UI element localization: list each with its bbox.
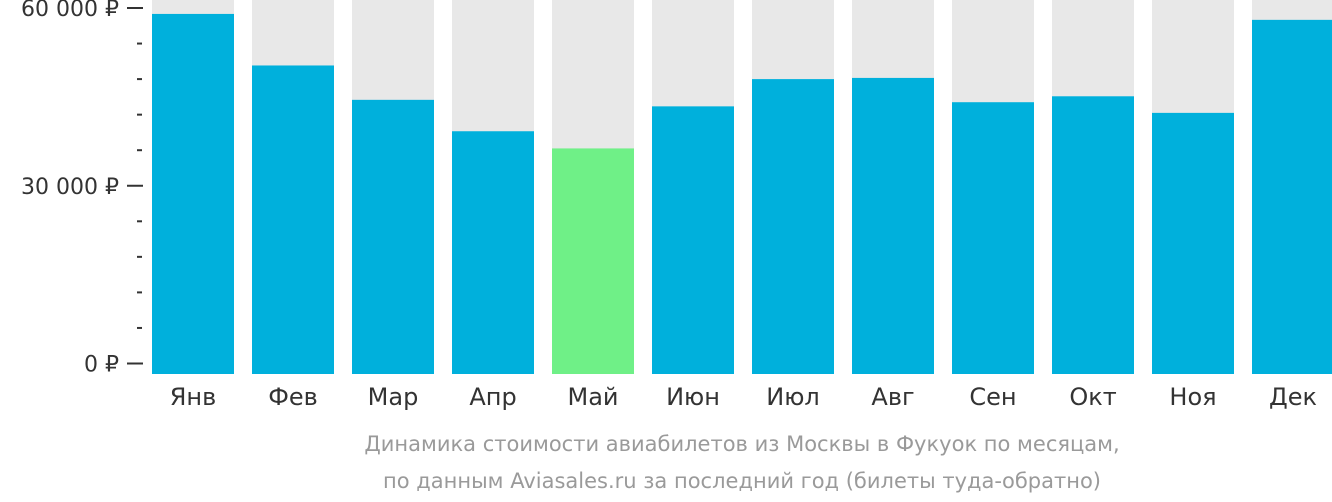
x-tick-label-10: Окт (1069, 383, 1116, 411)
x-tick-label-2: Фев (268, 383, 318, 411)
bar-3[interactable] (352, 99, 434, 375)
bar-12[interactable] (1252, 19, 1332, 374)
bar-11[interactable] (1152, 112, 1234, 374)
x-tick-label-11: Ноя (1169, 383, 1216, 411)
x-tick-label-5: Май (567, 383, 618, 411)
bar-9[interactable] (952, 102, 1034, 375)
bar-4[interactable] (452, 131, 534, 374)
y-tick-label-3: 60 000 ₽ (21, 0, 119, 22)
x-tick-label-7: Июл (766, 383, 820, 411)
y-tick-label-1: 0 ₽ (84, 353, 119, 378)
data-bars (152, 13, 1332, 375)
chart-caption-line-1: Динамика стоимости авиабилетов из Москвы… (364, 432, 1119, 456)
y-tick-label-2: 30 000 ₽ (21, 175, 119, 200)
bar-5[interactable] (552, 148, 634, 374)
bar-8[interactable] (852, 77, 934, 374)
x-tick-label-12: Дек (1269, 383, 1317, 411)
bar-10[interactable] (1052, 96, 1134, 374)
x-tick-label-6: Июн (666, 383, 720, 411)
y-axis: 0 ₽ 30 000 ₽ 60 000 ₽ (21, 0, 143, 378)
bar-2[interactable] (252, 65, 334, 374)
bar-7[interactable] (752, 79, 834, 374)
bar-1[interactable] (152, 13, 234, 375)
x-tick-label-3: Мар (368, 383, 419, 411)
bar-6[interactable] (652, 106, 734, 374)
chart-caption-line-2: по данным Aviasales.ru за последний год … (383, 469, 1101, 493)
x-tick-label-1: Янв (170, 383, 217, 411)
x-tick-label-9: Сен (969, 383, 1016, 411)
x-tick-label-4: Апр (469, 383, 516, 411)
x-axis-labels: Янв Фев Мар Апр Май Июн Июл Авг Сен Окт Ноя Дек (170, 383, 1317, 411)
x-tick-label-8: Авг (871, 383, 914, 411)
